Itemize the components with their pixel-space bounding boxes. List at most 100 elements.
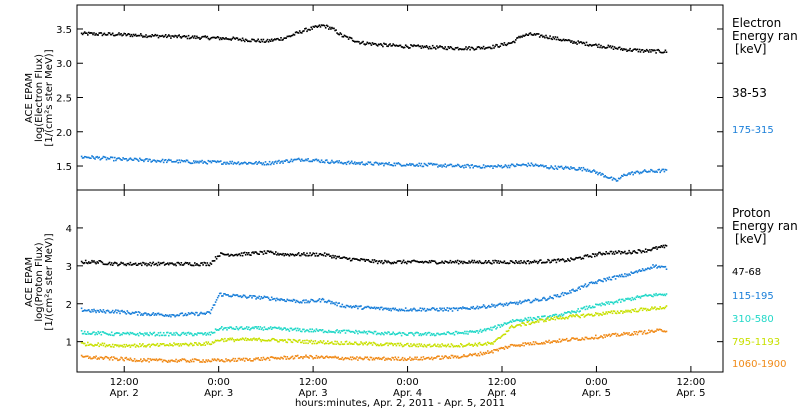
proton-series-0-point <box>156 264 159 267</box>
proton-series-0-point <box>282 252 284 255</box>
electron-series-1-point <box>653 170 655 173</box>
proton-series-2-point <box>478 330 481 332</box>
electron-series-0-point <box>357 40 359 43</box>
proton-series-0-point <box>154 263 157 265</box>
proton-series-3-point <box>92 344 94 347</box>
proton-series-4-point <box>413 358 415 360</box>
electron-series-0-point <box>578 42 580 44</box>
proton-series-0-point <box>577 257 579 259</box>
electron-series-1-point <box>479 167 482 169</box>
proton-series-0-point <box>309 252 311 254</box>
proton-series-4-point <box>431 358 434 361</box>
proton-series-1-point <box>318 298 321 300</box>
proton-series-2-point <box>515 319 517 322</box>
proton-series-4-point <box>240 358 243 360</box>
electron-series-1-point <box>386 163 388 165</box>
proton-series-0-point <box>364 260 366 262</box>
electron-series-1-point <box>470 164 472 167</box>
proton-series-3-point <box>222 338 224 341</box>
proton-series-3-point <box>254 339 256 341</box>
proton-series-3-point <box>143 345 145 348</box>
proton-series-1-point <box>590 281 593 283</box>
proton-series-1-point <box>564 292 567 294</box>
proton-series-1-point <box>291 300 294 302</box>
proton-series-3-point <box>382 344 384 346</box>
electron-series-1-point <box>527 162 530 165</box>
proton-series-0-point <box>430 259 433 262</box>
proton-series-1-point <box>97 309 99 312</box>
proton-series-2-point <box>330 330 332 333</box>
electron-series-0-point <box>452 48 455 51</box>
proton-series-4-point <box>654 330 656 333</box>
electron-series-0-point <box>180 37 183 39</box>
electron-series-1-point <box>297 157 300 160</box>
electron-series-0-point <box>574 42 576 44</box>
proton-series-3-point <box>388 342 390 345</box>
proton-series-1-point <box>340 305 343 308</box>
electron-series-1-point <box>599 171 601 174</box>
proton-series-1-point <box>421 307 424 310</box>
electron-series-0-point <box>124 33 126 35</box>
proton-series-1-point <box>91 309 93 311</box>
proton-series-0-point <box>349 259 352 262</box>
proton-series-0-point <box>448 261 451 264</box>
proton-series-0-point <box>388 261 390 263</box>
proton-series-1-point <box>183 314 186 316</box>
electron-series-1-point <box>294 158 297 161</box>
proton-series-1-point <box>80 307 83 310</box>
proton-series-3-point <box>356 343 358 345</box>
proton-series-1-point <box>172 314 174 316</box>
proton-series-4-point <box>665 330 668 333</box>
proton-series-2-point <box>250 327 252 330</box>
electron-series-1-point <box>136 159 139 161</box>
proton-series-2-point <box>597 303 599 306</box>
proton-series-0-point <box>198 264 200 267</box>
proton-series-2-point <box>586 308 589 310</box>
electron-series-0-point <box>317 25 320 27</box>
proton-series-0-point <box>331 257 333 259</box>
proton-series-1-point <box>269 299 272 301</box>
proton-series-1-point <box>550 297 552 299</box>
proton-series-3-point <box>188 343 191 346</box>
electron-series-0-point <box>400 46 403 48</box>
proton-series-2-point <box>311 328 313 330</box>
proton-series-4-point <box>323 357 326 359</box>
electron-series-1-point <box>99 158 102 161</box>
proton-series-3-point <box>522 322 524 324</box>
electron-series-1-point <box>555 167 558 169</box>
electron-series-1-point <box>571 167 573 170</box>
proton-series-2-point <box>408 332 410 334</box>
electron-series-0-point <box>559 38 562 41</box>
proton-series-1-point <box>404 307 407 309</box>
proton-series-1-point <box>225 294 227 296</box>
proton-series-1-point <box>81 310 84 312</box>
xtick-date-label: Apr. 4 <box>487 388 516 399</box>
proton-series-3-point <box>417 345 419 348</box>
electron-series-1-point <box>483 166 486 169</box>
proton-series-0-point <box>622 251 624 254</box>
electron-series-0-point <box>280 37 282 39</box>
electron-series-0-point <box>171 35 173 37</box>
proton-series-4-point <box>263 358 266 360</box>
proton-series-4-point <box>637 331 640 334</box>
proton-series-3-point <box>465 344 467 347</box>
proton-series-0-point <box>425 261 428 263</box>
proton-series-3-point <box>83 342 86 345</box>
proton-series-1-point <box>527 298 530 301</box>
electron-series-0-point <box>446 48 449 51</box>
proton-series-3-point <box>617 312 620 314</box>
proton-series-2-point <box>181 332 184 334</box>
proton-series-3-point <box>147 344 149 346</box>
electron-series-0-point <box>516 37 518 39</box>
proton-series-1-point <box>232 293 235 296</box>
proton-series-2-point <box>544 315 546 317</box>
proton-series-1-point <box>346 304 349 307</box>
proton-series-3-point <box>111 343 114 346</box>
electron-series-0-point <box>485 47 488 49</box>
proton-series-1-point <box>374 307 377 310</box>
proton-series-4-point <box>575 337 577 340</box>
proton-series-1-point <box>156 312 159 315</box>
proton-series-0-point <box>89 262 91 264</box>
proton-series-2-point <box>203 333 205 335</box>
electron-series-1-point <box>469 166 471 169</box>
